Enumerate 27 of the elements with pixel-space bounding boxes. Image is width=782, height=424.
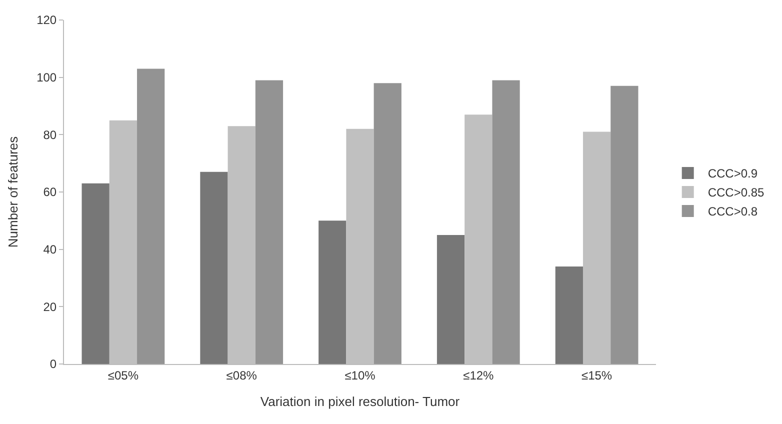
- bar: [436, 235, 465, 364]
- y-tick-label: 40: [43, 242, 57, 257]
- bar: [492, 80, 520, 364]
- legend-label: CCC>0.85: [708, 186, 765, 200]
- bar: [82, 183, 110, 364]
- legend-label: CCC>0.9: [708, 166, 758, 181]
- bar: [374, 83, 402, 364]
- bar: [610, 86, 638, 364]
- x-tick-label: ≤15%: [581, 368, 612, 382]
- bar: [137, 68, 165, 364]
- y-tick-label: 120: [36, 13, 57, 28]
- x-tick-label: ≤08%: [226, 368, 258, 382]
- x-tick-label: ≤12%: [463, 368, 494, 382]
- y-axis-title: Number of features: [6, 136, 21, 248]
- y-tick-label: 20: [43, 300, 57, 314]
- bar: [255, 80, 284, 364]
- bar: [555, 266, 583, 364]
- x-axis-title: Variation in pixel resolution- Tumor: [260, 394, 460, 409]
- y-tick-label: 0: [50, 357, 57, 372]
- x-tick-label: ≤05%: [108, 368, 139, 382]
- y-tick-label: 100: [36, 70, 57, 85]
- legend-label: CCC>0.8: [708, 204, 758, 219]
- x-tick-label: ≤10%: [344, 368, 376, 382]
- y-tick-label: 60: [43, 185, 57, 200]
- bar: [200, 172, 228, 364]
- y-tick-label: 80: [43, 128, 57, 142]
- bar: [318, 220, 346, 364]
